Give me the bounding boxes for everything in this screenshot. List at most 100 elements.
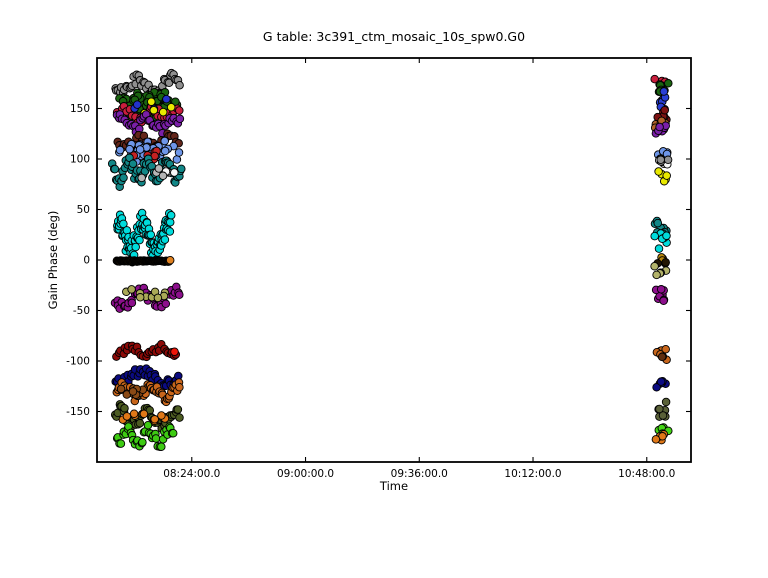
data-point [160,146,170,156]
y-tick-label: -150 [66,406,90,418]
y-tick-label: 0 [83,255,90,267]
data-point [151,434,161,443]
data-point [160,235,170,244]
data-point [161,299,171,309]
data-point [128,387,138,396]
data-point [138,437,147,447]
data-point [650,231,659,241]
data-point [654,167,663,176]
data-point [127,285,136,294]
chart-title: G table: 3c391_ctm_mosaic_10s_spw0.G0 [263,29,525,44]
y-axis-label: Gain Phase (deg) [46,211,60,310]
data-point [661,397,671,407]
data-point [651,435,661,444]
data-point [160,136,169,146]
y-tick-label: 50 [77,204,90,216]
axes-frame [96,57,692,463]
x-tick-label: 09:00:00.0 [277,468,334,480]
scatter-points [107,68,673,451]
data-point [128,159,138,168]
data-point [657,352,667,362]
x-tick-label: 10:48:00.0 [618,468,675,480]
data-point [655,404,664,414]
data-point [177,164,186,174]
data-point [175,413,184,422]
y-tick-label: -50 [73,305,90,317]
data-point [656,377,666,386]
data-point [175,382,184,392]
data-point [137,173,146,183]
data-point [175,114,185,124]
data-point [662,171,671,180]
data-point [656,285,666,294]
data-point [174,148,184,157]
data-point [652,270,661,280]
data-point [127,298,137,308]
plot-frame [96,57,692,463]
data-point [143,420,153,430]
data-point [170,347,179,356]
data-point [165,227,175,236]
data-point [175,106,184,115]
data-point [663,155,673,165]
y-tick-label: 100 [70,154,90,166]
data-point [115,145,125,155]
data-point [662,231,671,240]
data-point [158,171,168,181]
data-point [173,405,183,414]
data-point [656,155,665,165]
data-point [122,412,132,421]
data-point [653,218,663,228]
axes-ticks: 08:24:00.0 09:00:00.0 09:36:00.0 10:12:00.0… [66,58,691,480]
data-point [153,293,163,303]
y-tick-label: 150 [70,103,90,115]
data-point [659,296,668,306]
data-point [175,80,184,90]
data-point [660,105,669,115]
data-point [175,290,184,299]
data-point [650,74,659,84]
data-point [110,164,120,174]
data-point [166,102,176,112]
data-point [655,122,664,132]
data-point [135,145,145,154]
data-point [129,409,139,418]
data-point [650,261,659,271]
data-point [166,210,176,220]
data-point [168,428,178,438]
data-point [172,155,182,164]
x-axis-label: Time [379,479,408,493]
data-point [659,87,669,96]
data-point [654,244,664,253]
data-point [162,94,171,104]
data-point [125,144,134,154]
data-point [157,442,166,451]
data-point [116,384,126,394]
data-point [661,344,670,354]
data-point [158,107,168,117]
data-point [157,411,166,420]
x-tick-label: 10:12:00.0 [504,468,561,480]
data-point [149,105,159,115]
data-point [165,255,175,265]
data-point [165,218,175,227]
data-point [120,403,129,413]
x-tick-label: 08:24:00.0 [163,468,220,480]
data-point [135,293,145,302]
data-point [154,164,164,173]
data-point [150,415,159,424]
data-point [146,230,156,239]
data-point [135,235,144,245]
data-point [135,418,145,428]
data-point [652,383,661,392]
data-point [147,97,156,106]
data-point [658,411,668,420]
data-point [119,173,128,182]
y-tick-label: -100 [66,356,90,368]
data-point [131,242,140,252]
data-point [139,409,149,419]
data-point [170,168,179,177]
x-tick-label: 09:36:00.0 [391,468,448,480]
